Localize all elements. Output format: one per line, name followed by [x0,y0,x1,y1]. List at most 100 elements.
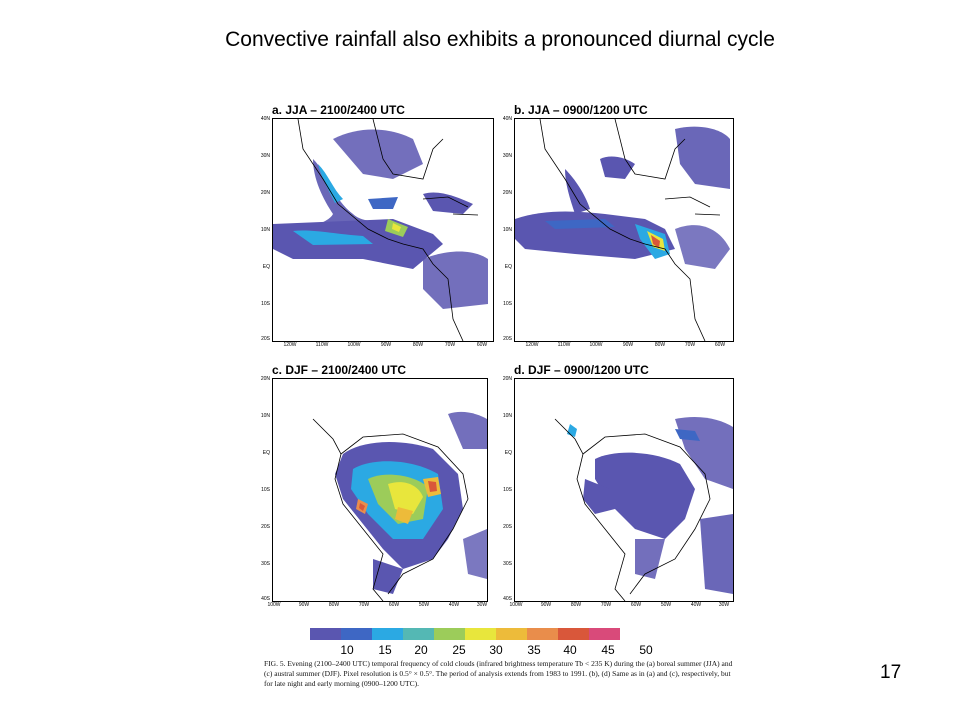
lat-label: 40S [503,596,512,602]
lon-label: 50W [660,602,672,608]
colorbar [310,628,620,640]
lat-label: 30N [260,153,270,159]
panel-c-lat-ticks: 20N 10N EQ 10S 20S 30S 40S [261,376,273,602]
colorbar-label: 10 [340,643,354,657]
lon-label: 70W [600,602,612,608]
lat-label: EQ [262,450,270,456]
lat-label: EQ [262,264,270,270]
lat-label: 20S [503,524,512,530]
lon-label: 50W [418,602,430,608]
colorbar-swatch [527,628,558,640]
colorbar-labels: 10 15 20 25 30 35 40 45 50 [310,643,690,657]
panel-d-title: d. DJF – 0900/1200 UTC [514,363,649,377]
panel-a-title: a. JJA – 2100/2400 UTC [272,103,405,117]
lat-label: EQ [504,450,512,456]
colorbar-label: 45 [601,643,615,657]
colorbar-swatch [558,628,589,640]
panel-d-lat-ticks: 20N 10N EQ 10S 20S 30S 40S [503,376,515,602]
colorbar-label: 20 [414,643,428,657]
lat-label: 30S [503,561,512,567]
panel-d-lon-ticks: 100W 90W 80W 70W 60W 50W 40W 30W [509,600,732,608]
lon-label: 120W [525,342,539,348]
lon-label: 110W [315,342,329,348]
lat-label: 10S [503,301,512,307]
colorbar-swatch [403,628,434,640]
lat-label: 10N [260,413,270,419]
panel-c-lon-ticks: 100W 90W 80W 70W 60W 50W 40W 30W [267,600,487,608]
lon-label: 80W [328,602,340,608]
panel-a-lat-ticks: 40N 30N 20N 10N EQ 10S 20S [261,116,273,342]
colorbar-label: 50 [639,643,653,657]
lon-label: 90W [540,602,552,608]
lon-label: 90W [298,602,310,608]
panel-a-lon-ticks: 120W 110W 100W 90W 80W 70W 60W [272,340,492,348]
lat-label: 30N [502,153,512,159]
colorbar-swatch [496,628,527,640]
colorbar-label: 25 [452,643,466,657]
lon-label: 120W [283,342,297,348]
panel-d-map-graphic [554,416,733,601]
lat-label: EQ [504,264,512,270]
lon-label: 90W [622,342,634,348]
colorbar-swatch [310,628,341,640]
lon-label: 40W [690,602,702,608]
lat-label: 40N [260,116,270,122]
lat-label: 10S [503,487,512,493]
colorbar-swatch [372,628,403,640]
lon-label: 70W [444,342,456,348]
lon-label: 90W [380,342,392,348]
lon-label: 110W [557,342,571,348]
panel-b-title: b. JJA – 0900/1200 UTC [514,103,648,117]
lon-label: 80W [654,342,666,348]
panel-c-map [272,378,488,602]
colorbar-swatch [465,628,496,640]
lon-label: 70W [358,602,370,608]
lon-label: 40W [448,602,460,608]
lat-label: 10N [502,227,512,233]
lat-label: 20N [502,376,512,382]
panel-b-lon-ticks: 120W 110W 100W 90W 80W 70W 60W [514,340,732,348]
lon-label: 30W [476,602,488,608]
lat-label: 10S [261,487,270,493]
lat-label: 30S [261,561,270,567]
lon-label: 60W [630,602,642,608]
lon-label: 80W [570,602,582,608]
lon-label: 100W [347,342,361,348]
lat-label: 10N [260,227,270,233]
lon-label: 100W [267,602,281,608]
lon-label: 60W [388,602,400,608]
panel-b-map-graphic [515,119,730,341]
panel-c-map-graphic [312,411,487,601]
lat-label: 20N [260,376,270,382]
lat-label: 20N [260,190,270,196]
lon-label: 100W [509,602,523,608]
panel-d-map [514,378,734,602]
panel-c-title: c. DJF – 2100/2400 UTC [272,363,407,377]
lon-label: 60W [476,342,488,348]
lat-label: 10S [261,301,270,307]
colorbar-swatch [589,628,620,640]
figure-caption: FIG. 5. Evening (2100–2400 UTC) temporal… [264,659,733,688]
lon-label: 100W [589,342,603,348]
panel-a-map-graphic [273,119,488,341]
lat-label: 10N [502,413,512,419]
lat-label: 40N [502,116,512,122]
lon-label: 30W [718,602,730,608]
lon-label: 80W [412,342,424,348]
lat-label: 20N [502,190,512,196]
lon-label: 70W [684,342,696,348]
slide-number: 17 [880,662,902,683]
lat-label: 20S [261,524,270,530]
colorbar-swatch [341,628,372,640]
colorbar-label: 15 [378,643,392,657]
colorbar-label: 30 [489,643,503,657]
colorbar-swatch [434,628,465,640]
panel-b-map [514,118,734,342]
lon-label: 60W [714,342,726,348]
colorbar-label: 40 [563,643,577,657]
figure: a. JJA – 2100/2400 UTC 40N [258,100,740,692]
slide-title: Convective rainfall also exhibits a pron… [225,28,775,51]
colorbar-label: 35 [527,643,541,657]
lat-label: 20S [261,336,270,342]
panel-b-lat-ticks: 40N 30N 20N 10N EQ 10S 20S [503,116,515,342]
